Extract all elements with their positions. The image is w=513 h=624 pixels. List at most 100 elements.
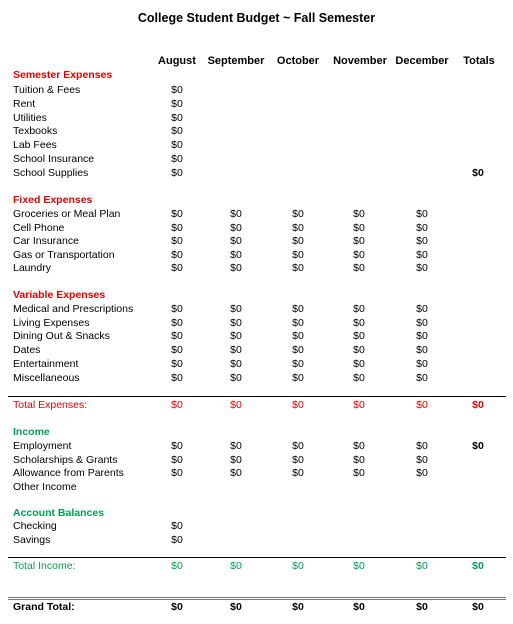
cell-october[interactable]: $0 [292, 235, 304, 248]
cell-november[interactable]: $0 [353, 601, 365, 613]
cell-august[interactable]: $0 [171, 303, 183, 315]
cell-august[interactable]: $0 [171, 248, 183, 261]
cell-november[interactable]: $0 [353, 344, 365, 357]
cell-totals[interactable]: $0 [472, 399, 484, 411]
cell-november[interactable]: $0 [353, 467, 365, 480]
cell-december[interactable]: $0 [416, 208, 428, 220]
cell-december[interactable]: $0 [416, 399, 428, 411]
cell-november[interactable]: $0 [353, 208, 365, 220]
cell-august[interactable]: $0 [171, 84, 183, 96]
cell-october[interactable]: $0 [292, 440, 304, 452]
cell-september[interactable]: $0 [230, 467, 242, 480]
cell-august[interactable]: $0 [171, 221, 183, 234]
cell-september[interactable]: $0 [230, 560, 242, 572]
cell-december[interactable]: $0 [416, 221, 428, 234]
cell-september[interactable]: $0 [230, 357, 242, 370]
cell-october[interactable]: $0 [292, 303, 304, 315]
cell-september[interactable]: $0 [230, 344, 242, 357]
cell-november[interactable]: $0 [353, 303, 365, 315]
cell-december[interactable]: $0 [416, 248, 428, 261]
cell-october[interactable]: $0 [292, 453, 304, 466]
cell-december[interactable]: $0 [416, 303, 428, 315]
cell-september[interactable]: $0 [230, 440, 242, 452]
cell-november[interactable]: $0 [353, 221, 365, 234]
cell-october[interactable]: $0 [292, 344, 304, 357]
cell-august[interactable]: $0 [171, 371, 183, 384]
cell-august[interactable]: $0 [171, 440, 183, 452]
cell-september[interactable]: $0 [230, 399, 242, 411]
cell-september[interactable]: $0 [230, 248, 242, 261]
cell-october[interactable]: $0 [292, 262, 304, 275]
cell-september[interactable]: $0 [230, 316, 242, 329]
cell-november[interactable]: $0 [353, 440, 365, 452]
cell-october[interactable]: $0 [292, 601, 304, 613]
cell-december[interactable]: $0 [416, 560, 428, 572]
cell-august[interactable]: $0 [171, 153, 183, 165]
cell-december[interactable]: $0 [416, 440, 428, 452]
cell-august[interactable]: $0 [171, 520, 183, 532]
cell-october[interactable]: $0 [292, 208, 304, 220]
cell-october[interactable]: $0 [292, 467, 304, 480]
cell-october[interactable]: $0 [292, 560, 304, 572]
cell-november[interactable]: $0 [353, 248, 365, 261]
cell-december[interactable]: $0 [416, 357, 428, 370]
cell-november[interactable]: $0 [353, 399, 365, 411]
cell-totals[interactable]: $0 [472, 560, 484, 572]
cell-december[interactable]: $0 [416, 371, 428, 384]
cell-september[interactable]: $0 [230, 330, 242, 343]
cell-november[interactable]: $0 [353, 262, 365, 275]
cell-august[interactable]: $0 [171, 97, 183, 110]
cell-august[interactable]: $0 [171, 111, 183, 124]
cell-august[interactable]: $0 [171, 316, 183, 329]
cell-december[interactable]: $0 [416, 262, 428, 275]
cell-december[interactable]: $0 [416, 316, 428, 329]
cell-october[interactable]: $0 [292, 316, 304, 329]
cell-september[interactable]: $0 [230, 303, 242, 315]
cell-november[interactable]: $0 [353, 330, 365, 343]
cell-october[interactable]: $0 [292, 371, 304, 384]
cell-october[interactable]: $0 [292, 248, 304, 261]
cell-august[interactable]: $0 [171, 601, 183, 613]
cell-august[interactable]: $0 [171, 208, 183, 220]
cell-september[interactable]: $0 [230, 453, 242, 466]
cell-september[interactable]: $0 [230, 208, 242, 220]
cell-totals[interactable]: $0 [472, 440, 484, 452]
cell-november[interactable]: $0 [353, 371, 365, 384]
cell-august[interactable]: $0 [171, 344, 183, 357]
cell-august[interactable]: $0 [171, 125, 183, 138]
cell-december[interactable]: $0 [416, 467, 428, 480]
cell-october[interactable]: $0 [292, 330, 304, 343]
cell-november[interactable]: $0 [353, 316, 365, 329]
cell-august[interactable]: $0 [171, 467, 183, 480]
cell-august[interactable]: $0 [171, 166, 183, 179]
cell-august[interactable]: $0 [171, 357, 183, 370]
total-expenses-rule [8, 396, 506, 397]
cell-september[interactable]: $0 [230, 601, 242, 613]
cell-august[interactable]: $0 [171, 235, 183, 248]
cell-october[interactable]: $0 [292, 399, 304, 411]
cell-totals[interactable]: $0 [472, 601, 484, 613]
cell-october[interactable]: $0 [292, 357, 304, 370]
cell-august[interactable]: $0 [171, 262, 183, 275]
cell-september[interactable]: $0 [230, 235, 242, 248]
cell-december[interactable]: $0 [416, 601, 428, 613]
cell-august[interactable]: $0 [171, 560, 183, 572]
cell-totals[interactable]: $0 [472, 166, 484, 179]
cell-november[interactable]: $0 [353, 235, 365, 248]
cell-september[interactable]: $0 [230, 221, 242, 234]
cell-august[interactable]: $0 [171, 399, 183, 411]
cell-august[interactable]: $0 [171, 453, 183, 466]
cell-november[interactable]: $0 [353, 453, 365, 466]
cell-december[interactable]: $0 [416, 453, 428, 466]
cell-december[interactable]: $0 [416, 330, 428, 343]
cell-september[interactable]: $0 [230, 371, 242, 384]
cell-december[interactable]: $0 [416, 344, 428, 357]
cell-august[interactable]: $0 [171, 534, 183, 546]
cell-november[interactable]: $0 [353, 357, 365, 370]
cell-october[interactable]: $0 [292, 221, 304, 234]
cell-december[interactable]: $0 [416, 235, 428, 248]
cell-november[interactable]: $0 [353, 560, 365, 572]
cell-september[interactable]: $0 [230, 262, 242, 275]
cell-august[interactable]: $0 [171, 330, 183, 343]
cell-august[interactable]: $0 [171, 139, 183, 152]
